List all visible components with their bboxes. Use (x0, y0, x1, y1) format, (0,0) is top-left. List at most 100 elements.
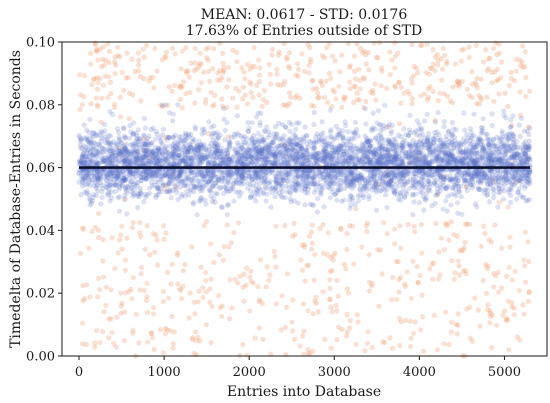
data-point (219, 169, 225, 175)
outlier-point (264, 99, 270, 105)
outlier-point (151, 346, 157, 352)
outlier-point (201, 69, 207, 75)
data-point (105, 140, 111, 146)
data-point (519, 173, 525, 179)
outlier-point (171, 329, 177, 335)
data-point (329, 156, 335, 162)
data-point (178, 147, 185, 153)
outlier-point (353, 341, 359, 347)
data-point (351, 149, 357, 155)
outlier-point (79, 102, 85, 108)
data-point (320, 171, 326, 177)
data-point (393, 188, 399, 194)
data-point (349, 158, 355, 164)
data-point (470, 138, 476, 145)
data-point (137, 152, 143, 158)
data-point (512, 157, 518, 163)
outlier-point (435, 57, 441, 63)
data-point (465, 170, 471, 177)
outlier-point (268, 351, 274, 357)
outlier-point (188, 60, 194, 66)
outlier-point (292, 232, 298, 238)
data-point (168, 195, 174, 201)
data-point (158, 137, 164, 143)
data-point (172, 139, 178, 146)
data-point (270, 184, 276, 190)
data-point (453, 127, 459, 133)
outlier-point (295, 66, 301, 72)
data-point (149, 183, 155, 189)
data-point (526, 155, 532, 162)
data-point (437, 143, 443, 149)
outlier-point (151, 311, 157, 317)
data-point (293, 141, 299, 147)
outlier-point (107, 79, 114, 85)
data-point (206, 148, 212, 154)
outlier-point (122, 257, 129, 263)
data-point (152, 152, 159, 158)
outlier-point (118, 232, 124, 238)
outlier-point (506, 83, 512, 89)
data-point (80, 178, 86, 184)
data-point (256, 155, 262, 162)
data-point (202, 174, 208, 180)
outlier-point (506, 347, 512, 353)
data-point (433, 192, 439, 198)
data-point (503, 133, 509, 139)
data-point (514, 196, 520, 202)
outlier-point (498, 285, 505, 291)
outlier-point (300, 301, 307, 307)
data-point (194, 143, 200, 149)
data-point (280, 156, 287, 162)
data-point (448, 156, 454, 162)
data-point (95, 182, 101, 188)
outlier-point (256, 92, 262, 98)
outlier-point (451, 276, 457, 282)
data-point (377, 176, 383, 182)
data-point (314, 209, 320, 215)
data-point (195, 155, 201, 161)
data-point (297, 137, 303, 143)
outlier-point (277, 82, 283, 88)
data-point (325, 140, 331, 147)
data-point (509, 162, 515, 168)
data-point (206, 170, 212, 176)
data-point (258, 151, 264, 157)
data-point (468, 135, 474, 141)
outlier-point (402, 281, 408, 287)
outlier-point (521, 64, 528, 70)
data-point (154, 160, 160, 167)
data-point (414, 167, 420, 173)
outlier-point (233, 85, 239, 91)
outlier-point (219, 303, 225, 309)
outlier-point (351, 261, 357, 267)
outlier-point (95, 275, 102, 281)
data-point (370, 184, 377, 190)
data-point (451, 126, 457, 132)
data-point (320, 175, 326, 181)
outlier-point (354, 312, 360, 318)
data-point (93, 192, 99, 198)
outlier-point (208, 276, 214, 282)
data-point (300, 151, 306, 157)
outlier-point (163, 182, 169, 188)
data-point (123, 177, 129, 183)
outlier-point (95, 294, 101, 300)
data-point (258, 168, 264, 174)
outlier-point (112, 101, 118, 107)
outlier-point (354, 90, 360, 96)
outlier-point (370, 87, 376, 93)
outlier-point (198, 80, 204, 86)
data-point (145, 148, 151, 154)
data-point (341, 151, 347, 157)
outlier-point (200, 294, 206, 300)
outlier-point (341, 94, 347, 100)
outlier-point (130, 275, 136, 281)
data-point (217, 185, 223, 191)
data-point (141, 155, 147, 161)
data-point (289, 121, 295, 127)
data-point (308, 151, 314, 157)
data-point (239, 142, 245, 148)
outlier-point (109, 330, 115, 336)
data-point (443, 198, 449, 204)
